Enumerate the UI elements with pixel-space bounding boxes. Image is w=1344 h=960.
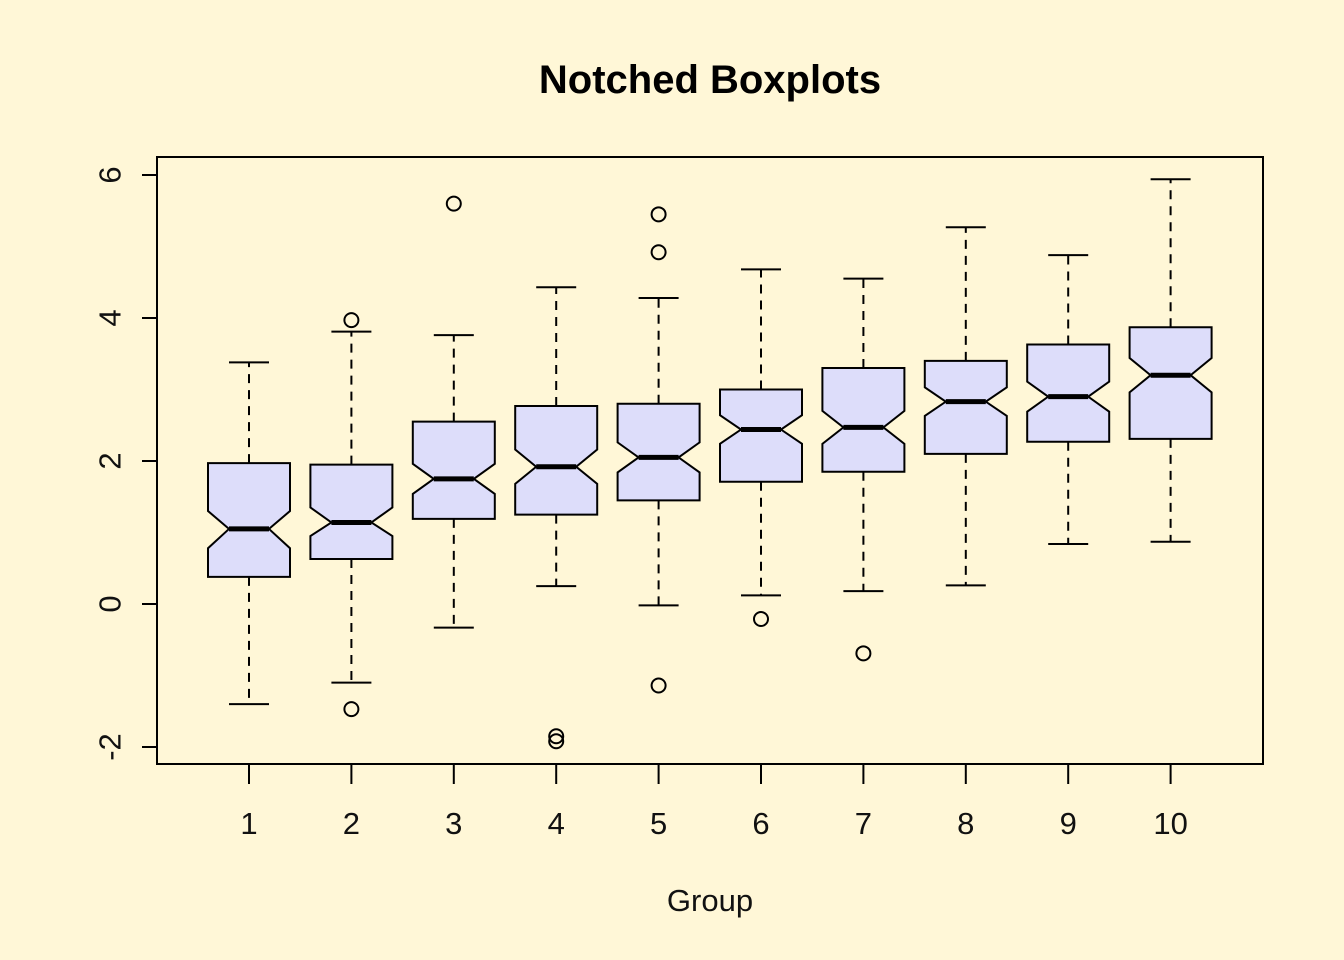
box-group-6 [719,268,803,628]
x-axis-label: Group [667,883,753,918]
box-group-4 [514,286,599,750]
outlier-point [445,195,462,212]
x-tick-label: 1 [240,806,257,841]
y-tick-label: 6 [93,166,128,183]
box-group-1 [207,361,291,706]
box-group-2 [309,312,394,718]
x-tick-label: 7 [855,806,872,841]
box-group-7 [821,277,906,662]
x-axis: 1 2 3 4 5 6 7 8 9 10 [240,764,1188,841]
outlier-point [548,728,565,745]
box-group-9 [1026,254,1111,545]
x-tick-label: 8 [957,806,974,841]
x-tick-label: 10 [1153,806,1187,841]
outlier-point [650,677,667,694]
y-tick-label: 2 [93,452,128,469]
x-tick-label: 5 [650,806,667,841]
outlier-point [343,701,360,718]
notched-box [309,463,394,560]
outlier-point [650,244,667,261]
y-axis: -2 0 2 4 6 [93,166,158,761]
box-group-3 [411,195,496,629]
outlier-point [855,645,872,662]
notched-box [411,420,496,520]
notched-box [1128,326,1213,440]
outlier-point [548,733,565,750]
y-tick-label: 0 [93,595,128,612]
outlier-point [753,611,769,628]
notched-box [821,367,906,473]
x-tick-label: 4 [548,806,565,841]
chart-title: Notched Boxplots [539,58,881,102]
x-tick-label: 3 [445,806,462,841]
y-tick-label: 4 [93,309,128,326]
box-group-10 [1128,178,1213,543]
x-tick-label: 2 [343,806,360,841]
y-tick-label: -2 [93,733,128,761]
notched-box [616,402,701,502]
boxes-layer [207,178,1213,750]
box-group-8 [923,226,1008,587]
outlier-point [650,206,667,223]
notched-box [1026,343,1111,443]
outlier-point [343,312,360,329]
notched-box [207,462,291,578]
notched-box [719,388,803,483]
x-tick-label: 9 [1060,806,1077,841]
plot-frame [156,156,1264,765]
box-group-5 [616,206,701,694]
x-tick-label: 6 [752,806,769,841]
notched-box [923,359,1008,455]
notched-box [514,404,599,516]
